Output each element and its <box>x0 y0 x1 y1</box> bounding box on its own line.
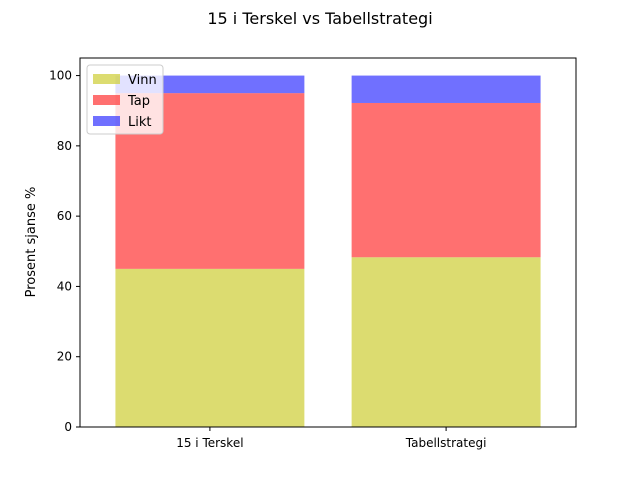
bar-likt-2 <box>351 75 541 103</box>
plot-frame <box>79 57 577 428</box>
bar-vinn-1 <box>115 268 305 427</box>
y-tick-label: 0 <box>64 420 72 434</box>
legend-label-tap: Tap <box>127 94 150 109</box>
legend: Vinn Tap Likt <box>86 64 164 135</box>
y-axis-label: Prosent sjanse % <box>24 187 39 298</box>
legend-swatch-vinn <box>93 74 120 84</box>
legend-swatch-tap <box>93 95 120 105</box>
bars-layer <box>115 75 541 427</box>
y-tick-label: 20 <box>57 350 72 364</box>
legend-label-likt: Likt <box>128 115 151 130</box>
y-tick-label: 80 <box>57 139 72 153</box>
legend-swatch-likt <box>93 116 120 126</box>
y-tick-label: 40 <box>57 279 72 293</box>
bar-tap-2 <box>351 102 541 258</box>
legend-label-vinn: Vinn <box>128 73 157 88</box>
y-tick-label: 60 <box>57 209 72 223</box>
y-tick-label: 100 <box>49 69 72 83</box>
bar-vinn-2 <box>351 257 541 427</box>
x-tick-label: 15 i Terskel <box>176 436 243 450</box>
x-tick-label: Tabellstrategi <box>405 436 487 450</box>
chart-title: 15 i Terskel vs Tabellstrategi <box>207 9 432 28</box>
axes-layer: 0 20 40 60 80 100 15 i Terskel Tabellstrategi <box>49 57 577 450</box>
